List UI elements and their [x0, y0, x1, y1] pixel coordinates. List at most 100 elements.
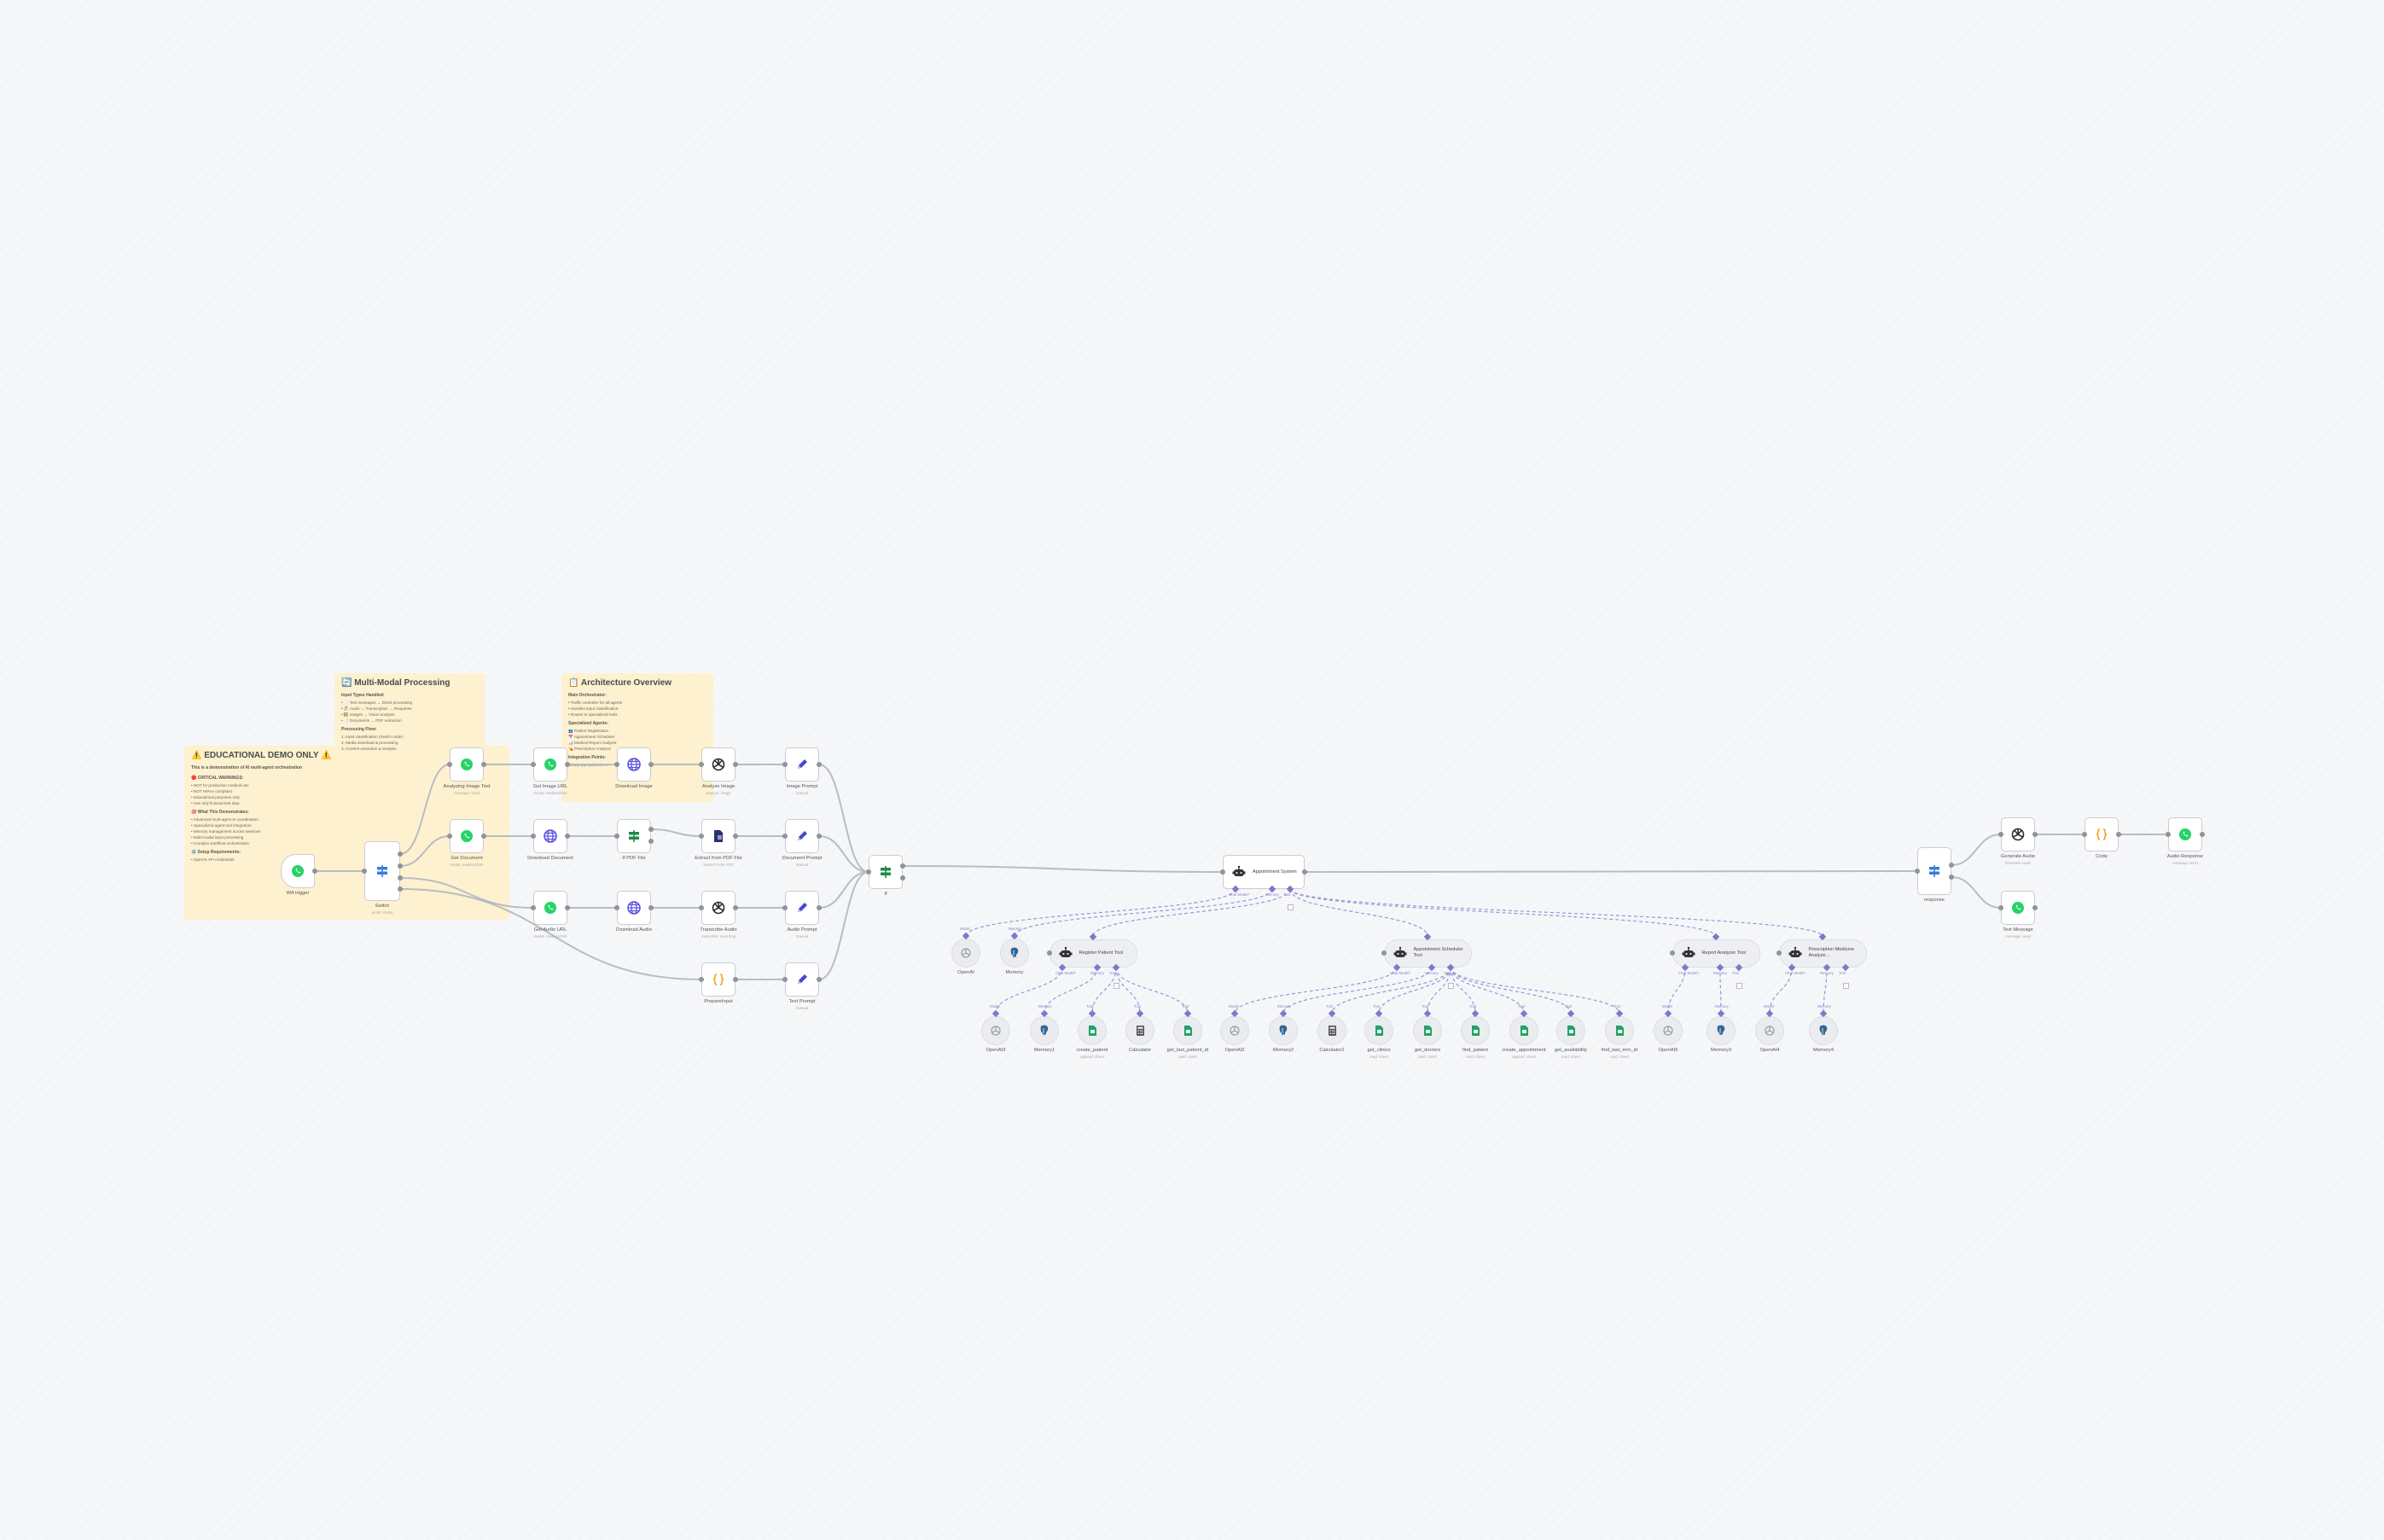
- node-download-image[interactable]: [617, 747, 651, 782]
- node-find-last-mrn-id[interactable]: [1605, 1016, 1634, 1045]
- input-port[interactable]: [531, 762, 536, 767]
- node-switch[interactable]: [364, 841, 400, 901]
- input-port[interactable]: [782, 834, 788, 839]
- node-download-document[interactable]: [533, 819, 567, 853]
- node-prepare-input[interactable]: [701, 962, 736, 997]
- output-port[interactable]: [900, 863, 905, 869]
- output-port[interactable]: [1949, 863, 1954, 868]
- node-image-prompt[interactable]: [785, 747, 819, 782]
- node-analyzing-image-text[interactable]: [450, 747, 484, 782]
- input-port[interactable]: [782, 905, 788, 910]
- add-tool-button[interactable]: [1842, 982, 1849, 989]
- sticky-note-architecture[interactable]: 📋 Architecture Overview Main Orchestrator…: [561, 673, 713, 802]
- input-port[interactable]: [614, 762, 619, 767]
- input-port[interactable]: [1669, 950, 1675, 956]
- node-get-doctors[interactable]: [1413, 1016, 1442, 1045]
- add-tool-button[interactable]: [1447, 982, 1454, 989]
- node-transcribe-audio[interactable]: [701, 891, 736, 925]
- node-generate-audio[interactable]: [2001, 817, 2035, 851]
- input-port[interactable]: [1046, 950, 1052, 956]
- output-port[interactable]: [2200, 832, 2205, 837]
- input-port[interactable]: [447, 762, 452, 767]
- add-tool-button[interactable]: [1736, 982, 1742, 989]
- node-appointment-scheduler[interactable]: Appointment Scheduler Tool: [1383, 939, 1472, 968]
- node-code[interactable]: [2085, 817, 2119, 851]
- input-port[interactable]: [1998, 905, 2003, 910]
- input-port[interactable]: [1220, 869, 1225, 875]
- node-openai5[interactable]: [1654, 1016, 1683, 1045]
- output-port[interactable]: [481, 762, 486, 767]
- output-port[interactable]: [648, 905, 654, 910]
- input-port[interactable]: [782, 762, 788, 767]
- node-document-prompt[interactable]: [785, 819, 819, 853]
- node-get-last-patient-id[interactable]: [1173, 1016, 1202, 1045]
- input-port[interactable]: [1915, 869, 1920, 874]
- node-text-message[interactable]: [2001, 891, 2035, 925]
- input-port[interactable]: [614, 905, 619, 910]
- output-port[interactable]: [398, 863, 403, 869]
- input-port[interactable]: [699, 834, 704, 839]
- node-text-prompt[interactable]: [785, 962, 819, 997]
- output-port[interactable]: [817, 834, 822, 839]
- input-port[interactable]: [531, 905, 536, 910]
- output-port[interactable]: [733, 762, 738, 767]
- output-port[interactable]: [398, 875, 403, 880]
- output-port[interactable]: [2032, 832, 2038, 837]
- output-port[interactable]: [1949, 875, 1954, 880]
- input-port[interactable]: [1381, 950, 1387, 956]
- output-port[interactable]: [900, 875, 905, 880]
- node-download-audio[interactable]: [617, 891, 651, 925]
- node-extract-pdf[interactable]: [701, 819, 736, 853]
- node-openai3[interactable]: [981, 1016, 1010, 1045]
- input-port[interactable]: [2166, 832, 2171, 837]
- node-get-availability[interactable]: [1556, 1016, 1585, 1045]
- input-port[interactable]: [1998, 832, 2003, 837]
- node-report-analyzer[interactable]: Report Analyzer Tool: [1672, 939, 1760, 968]
- node-calculator1[interactable]: [1317, 1016, 1346, 1045]
- node-analyze-image[interactable]: [701, 747, 736, 782]
- node-get-clinics[interactable]: [1364, 1016, 1393, 1045]
- node-if[interactable]: [869, 855, 903, 889]
- output-port[interactable]: [2116, 832, 2121, 837]
- output-port[interactable]: [1302, 869, 1307, 875]
- input-port[interactable]: [866, 869, 871, 875]
- input-port[interactable]: [614, 834, 619, 839]
- node-memory3[interactable]: [1707, 1016, 1736, 1045]
- output-port[interactable]: [817, 905, 822, 910]
- node-find-patient[interactable]: [1461, 1016, 1490, 1045]
- node-response[interactable]: [1917, 847, 1951, 895]
- node-memory1[interactable]: [1030, 1016, 1059, 1045]
- output-port[interactable]: [398, 851, 403, 857]
- node-openai[interactable]: [951, 939, 980, 968]
- node-memory2[interactable]: [1269, 1016, 1298, 1045]
- output-port[interactable]: [648, 839, 654, 844]
- node-openai2[interactable]: [1220, 1016, 1249, 1045]
- output-port[interactable]: [648, 827, 654, 832]
- add-tool-button[interactable]: [1113, 982, 1119, 989]
- output-port[interactable]: [565, 834, 570, 839]
- output-port[interactable]: [733, 977, 738, 982]
- output-port[interactable]: [817, 977, 822, 982]
- node-get-document[interactable]: [450, 819, 484, 853]
- output-port[interactable]: [733, 834, 738, 839]
- node-wa-trigger[interactable]: [281, 854, 315, 888]
- input-port[interactable]: [447, 834, 452, 839]
- node-get-audio-url[interactable]: [533, 891, 567, 925]
- output-port[interactable]: [398, 886, 403, 892]
- output-port[interactable]: [481, 834, 486, 839]
- input-port[interactable]: [782, 977, 788, 982]
- input-port[interactable]: [2082, 832, 2087, 837]
- input-port[interactable]: [699, 905, 704, 910]
- input-port[interactable]: [531, 834, 536, 839]
- node-prescription-analyzer[interactable]: Prescription Medicine Analyze...: [1778, 939, 1867, 968]
- node-memory4[interactable]: [1809, 1016, 1838, 1045]
- node-appointment-system[interactable]: Appointment System: [1223, 855, 1305, 889]
- node-create-appointment[interactable]: [1509, 1016, 1538, 1045]
- node-if-pdf[interactable]: [617, 819, 651, 853]
- output-port[interactable]: [2032, 905, 2038, 910]
- node-register-patient[interactable]: Register Patient Tool: [1049, 939, 1137, 968]
- output-port[interactable]: [733, 905, 738, 910]
- output-port[interactable]: [565, 762, 570, 767]
- node-create-patient[interactable]: [1078, 1016, 1107, 1045]
- node-memory[interactable]: [1000, 939, 1029, 968]
